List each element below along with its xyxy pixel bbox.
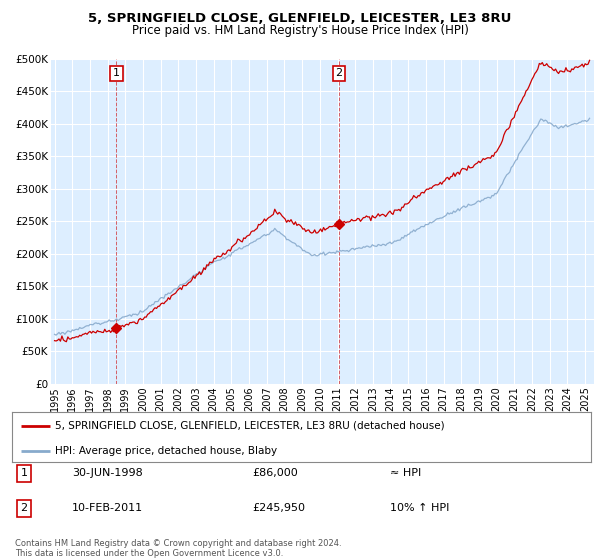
Text: 1: 1	[113, 68, 120, 78]
Text: £245,950: £245,950	[252, 503, 305, 514]
Text: 5, SPRINGFIELD CLOSE, GLENFIELD, LEICESTER, LE3 8RU: 5, SPRINGFIELD CLOSE, GLENFIELD, LEICEST…	[88, 12, 512, 25]
Text: 30-JUN-1998: 30-JUN-1998	[72, 468, 143, 478]
Text: 1: 1	[20, 468, 28, 478]
Text: £86,000: £86,000	[252, 468, 298, 478]
Text: ≈ HPI: ≈ HPI	[390, 468, 421, 478]
Text: Contains HM Land Registry data © Crown copyright and database right 2024.
This d: Contains HM Land Registry data © Crown c…	[15, 539, 341, 558]
Text: 10-FEB-2011: 10-FEB-2011	[72, 503, 143, 514]
Text: Price paid vs. HM Land Registry's House Price Index (HPI): Price paid vs. HM Land Registry's House …	[131, 24, 469, 37]
Text: 10% ↑ HPI: 10% ↑ HPI	[390, 503, 449, 514]
Text: 2: 2	[335, 68, 343, 78]
Text: 5, SPRINGFIELD CLOSE, GLENFIELD, LEICESTER, LE3 8RU (detached house): 5, SPRINGFIELD CLOSE, GLENFIELD, LEICEST…	[55, 421, 445, 431]
Text: HPI: Average price, detached house, Blaby: HPI: Average price, detached house, Blab…	[55, 446, 278, 456]
Text: 2: 2	[20, 503, 28, 514]
